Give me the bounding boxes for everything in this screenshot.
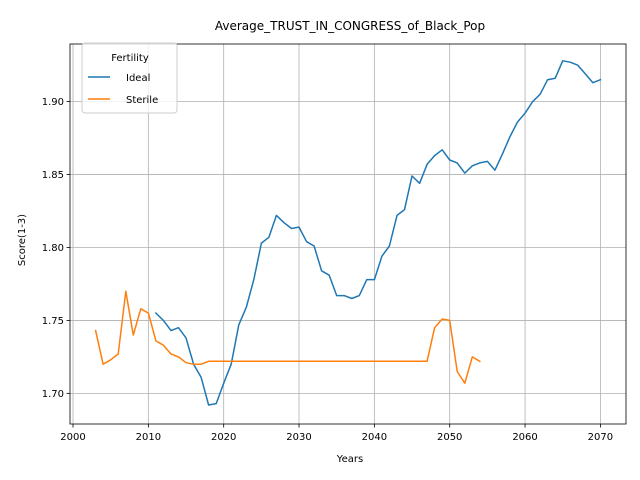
legend-label-ideal: Ideal (126, 73, 150, 84)
series-line-ideal (154, 60, 602, 406)
x-axis-ticks: 2000 2010 2020 2030 2040 2050 2060 2070 (60, 424, 613, 443)
series-line-sterile (94, 290, 481, 384)
y-tick-label: 1.85 (42, 170, 64, 181)
x-tick-label: 2010 (136, 432, 161, 443)
legend: Fertility Ideal Sterile (81, 42, 178, 114)
x-tick-label: 2070 (588, 432, 613, 443)
y-axis-label: Score(1-3) (17, 214, 28, 266)
x-tick-label: 2040 (362, 432, 387, 443)
chart-title: Average_TRUST_IN_CONGRESS_of_Black_Pop (215, 19, 485, 33)
x-tick-label: 2020 (211, 432, 236, 443)
x-tick-label: 2000 (60, 432, 85, 443)
series-lines (94, 60, 602, 406)
legend-label-sterile: Sterile (126, 95, 158, 106)
grid-lines (70, 44, 626, 424)
y-tick-label: 1.90 (42, 97, 64, 108)
y-tick-label: 1.75 (42, 316, 64, 327)
x-axis-label: Years (336, 454, 363, 465)
x-tick-label: 2030 (286, 432, 311, 443)
plot-frame (69, 43, 627, 425)
y-tick-label: 1.70 (42, 389, 64, 400)
y-tick-label: 1.80 (42, 243, 64, 254)
y-axis-ticks: 1.70 1.75 1.80 1.85 1.90 (42, 97, 70, 400)
x-tick-label: 2060 (512, 432, 537, 443)
legend-box (81, 42, 178, 114)
legend-title: Fertility (111, 53, 149, 64)
x-tick-label: 2050 (437, 432, 462, 443)
